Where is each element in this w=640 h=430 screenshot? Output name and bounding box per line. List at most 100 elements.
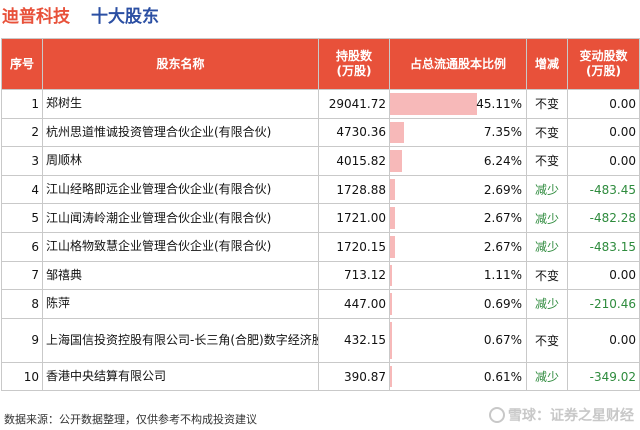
change-shares: 0.00	[567, 317, 640, 363]
shares-held: 447.00	[318, 289, 390, 319]
table-row: 6 江山格物致慧企业管理合伙企业(有限合伙) 1720.15 2.67% 减少 -483.…	[1, 231, 640, 262]
change-type: 减少	[526, 174, 568, 205]
data-source-note: 数据来源：公开数据整理，仅供参考不构成投资建议	[4, 413, 257, 426]
ratio-bar	[390, 207, 396, 229]
change-shares: -349.02	[567, 361, 640, 392]
ratio-bar	[390, 264, 393, 287]
ratio-cell: 7.35%	[389, 117, 527, 148]
shareholder-name: 上海国信投资控股有限公司-长三角(合肥)数字经济股权投资基金合伙企业(有限合伙)	[42, 317, 319, 363]
shareholder-name: 江山经略即远企业管理合伙企业(有限合伙)	[42, 174, 319, 205]
ratio-bar	[390, 321, 392, 359]
change-shares: 0.00	[567, 146, 640, 176]
row-seq: 8	[1, 289, 43, 319]
row-seq: 6	[1, 231, 43, 262]
change-type: 不变	[526, 260, 568, 291]
shareholder-name: 周顺林	[42, 146, 319, 176]
change-type: 不变	[526, 89, 568, 119]
row-seq: 3	[1, 146, 43, 176]
ratio-value: 2.67%	[483, 211, 522, 226]
ratio-bar	[390, 365, 392, 388]
table-row: 10 香港中央结算有限公司 390.87 0.61% 减少 -349.02	[1, 361, 640, 392]
shareholder-name: 陈萍	[42, 289, 319, 319]
row-seq: 2	[1, 117, 43, 148]
table-row: 3 周顺林 4015.82 6.24% 不变 0.00	[1, 146, 640, 176]
shareholder-name: 邹禧典	[42, 260, 319, 291]
ratio-cell: 6.24%	[389, 146, 527, 176]
ratio-cell: 0.61%	[389, 361, 527, 392]
shares-held: 1728.88	[318, 174, 390, 205]
change-shares: -482.28	[567, 203, 640, 233]
change-shares: -483.15	[567, 231, 640, 262]
change-shares: 0.00	[567, 117, 640, 148]
table-row: 5 江山闻涛岭潮企业管理合伙企业(有限合伙) 1721.00 2.67% 减少 -482.…	[1, 203, 640, 233]
change-shares: -483.45	[567, 174, 640, 205]
change-type: 不变	[526, 146, 568, 176]
shares-held: 4015.82	[318, 146, 390, 176]
ratio-value: 0.69%	[483, 296, 522, 311]
ratio-value: 7.35%	[483, 125, 522, 140]
ratio-value: 1.11%	[483, 268, 522, 283]
page-subtitle: 十大股东	[91, 7, 159, 27]
ratio-cell: 2.67%	[389, 231, 527, 262]
ratio-value: 0.61%	[483, 369, 522, 384]
ratio-value: 0.67%	[483, 333, 522, 348]
change-type: 减少	[526, 231, 568, 262]
change-type: 减少	[526, 289, 568, 319]
col-header-change: 变动股数 (万股)	[567, 38, 640, 90]
ratio-value: 2.67%	[483, 239, 522, 254]
change-type: 减少	[526, 203, 568, 233]
change-type: 不变	[526, 317, 568, 363]
change-type: 不变	[526, 117, 568, 148]
ratio-bar	[390, 150, 403, 172]
ratio-bar	[390, 178, 396, 201]
ratio-bar	[390, 235, 396, 258]
row-seq: 5	[1, 203, 43, 233]
shares-held: 713.12	[318, 260, 390, 291]
top-shareholders-table: 序号 股东名称 持股数 (万股) 占总流通股本比例 增减 变动股数 (万股) 1…	[1, 38, 640, 392]
col-header-shares: 持股数 (万股)	[318, 38, 390, 90]
shareholder-name: 杭州思道惟诚投资管理合伙企业(有限合伙)	[42, 117, 319, 148]
ratio-cell: 2.67%	[389, 203, 527, 233]
row-seq: 9	[1, 317, 43, 363]
brand-text: 雪球：证券之星财经	[508, 408, 634, 424]
table-header-row: 序号 股东名称 持股数 (万股) 占总流通股本比例 增减 变动股数 (万股)	[1, 38, 640, 90]
shares-held: 4730.36	[318, 117, 390, 148]
change-type: 减少	[526, 361, 568, 392]
change-shares: -210.46	[567, 289, 640, 319]
row-seq: 4	[1, 174, 43, 205]
shareholder-name: 江山闻涛岭潮企业管理合伙企业(有限合伙)	[42, 203, 319, 233]
company-title: 迪普科技	[2, 7, 70, 27]
ratio-cell: 2.69%	[389, 174, 527, 205]
ratio-bar	[390, 293, 392, 315]
ratio-cell: 45.11%	[389, 89, 527, 119]
change-shares: 0.00	[567, 89, 640, 119]
table-row: 2 杭州思道惟诚投资管理合伙企业(有限合伙) 4730.36 7.35% 不变 0.00	[1, 117, 640, 148]
table-row: 4 江山经略即远企业管理合伙企业(有限合伙) 1728.88 2.69% 减少 -483.…	[1, 174, 640, 205]
ratio-bar	[390, 93, 477, 115]
col-header-change-type: 增减	[526, 38, 568, 90]
ratio-value: 6.24%	[483, 153, 522, 168]
brand-watermark: 雪球：证券之星财经	[489, 405, 634, 425]
change-shares: 0.00	[567, 260, 640, 291]
ratio-cell: 1.11%	[389, 260, 527, 291]
ratio-value: 45.11%	[476, 96, 522, 111]
shares-held: 390.87	[318, 361, 390, 392]
shareholder-name: 郑树生	[42, 89, 319, 119]
shares-held: 1721.00	[318, 203, 390, 233]
table-row: 8 陈萍 447.00 0.69% 减少 -210.46	[1, 289, 640, 319]
col-header-seq: 序号	[1, 38, 43, 90]
row-seq: 1	[1, 89, 43, 119]
shareholder-name: 江山格物致慧企业管理合伙企业(有限合伙)	[42, 231, 319, 262]
snowball-logo-icon	[489, 407, 505, 423]
shares-held: 29041.72	[318, 89, 390, 119]
ratio-cell: 0.69%	[389, 289, 527, 319]
shares-held: 1720.15	[318, 231, 390, 262]
title-bar: 迪普科技 十大股东	[0, 0, 640, 32]
ratio-cell: 0.67%	[389, 317, 527, 363]
table-row: 9上海国信投资控股有限公司-长三角(合肥)数字经济股权投资基金合伙企业(有限合伙…	[1, 317, 640, 363]
table-row: 7 邹禧典 713.12 1.11% 不变 0.00	[1, 260, 640, 291]
shares-held: 432.15	[318, 317, 390, 363]
ratio-bar	[390, 121, 405, 144]
row-seq: 7	[1, 260, 43, 291]
col-header-ratio: 占总流通股本比例	[389, 38, 527, 90]
